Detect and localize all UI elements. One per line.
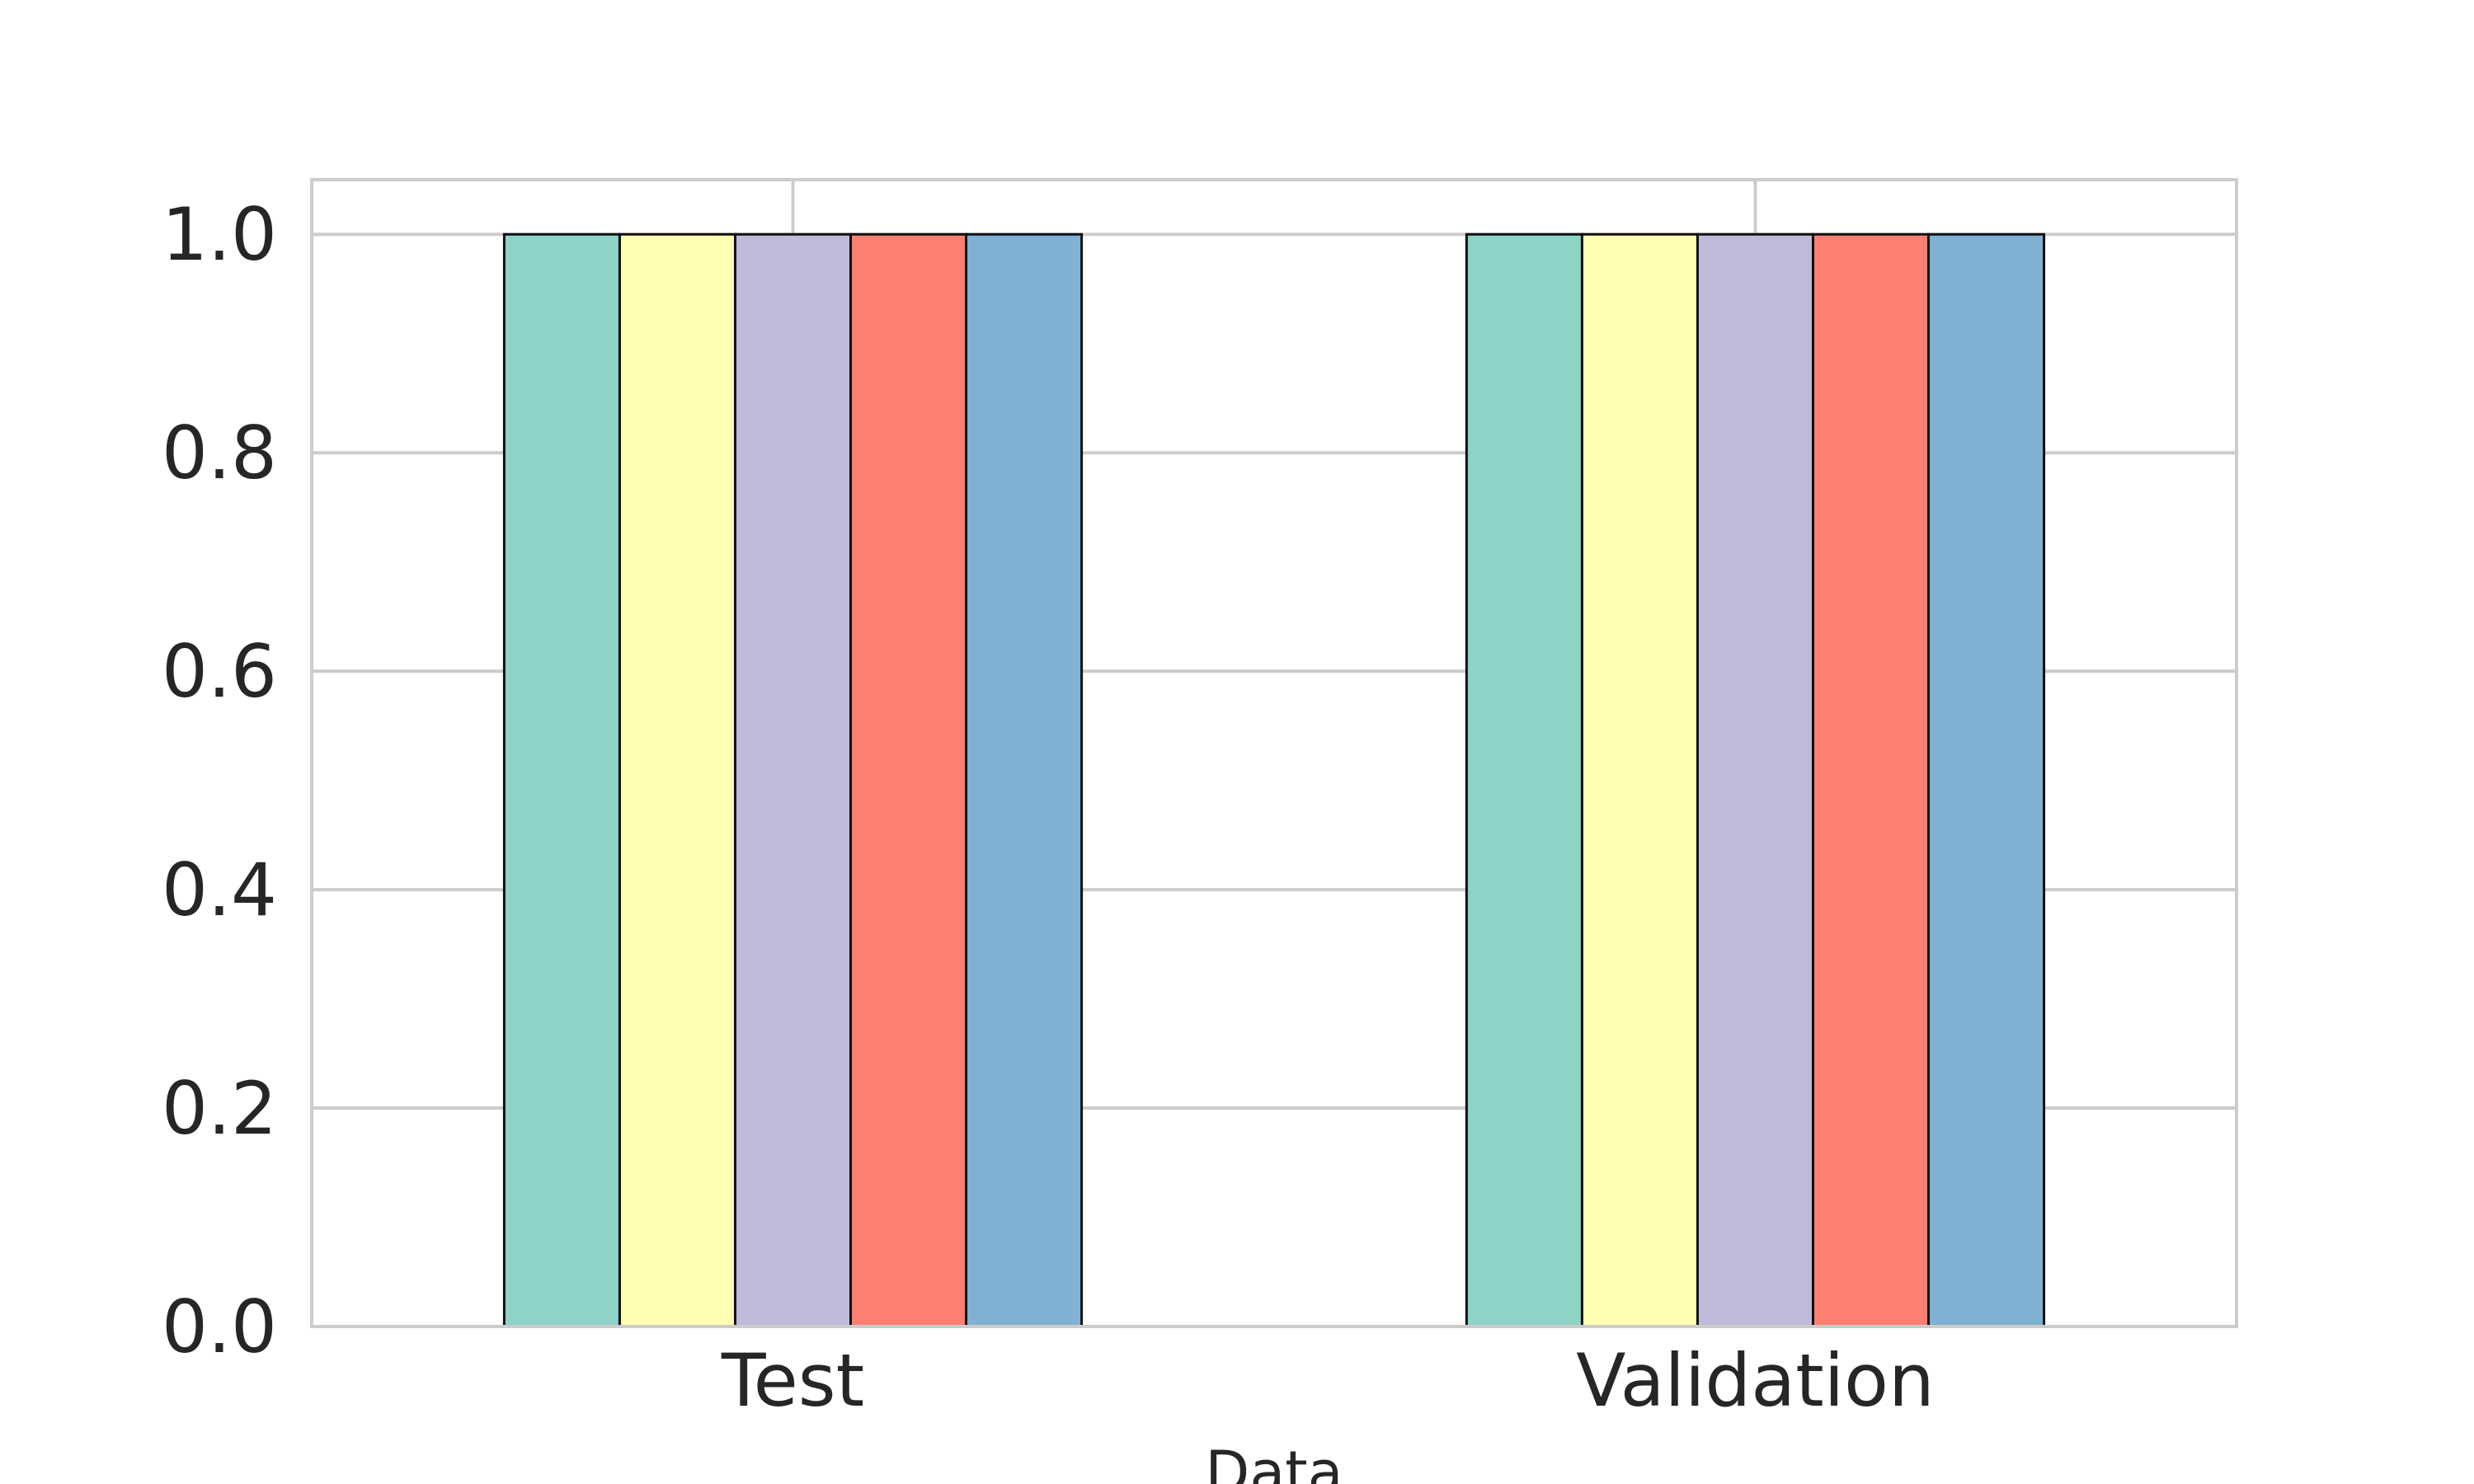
bar-test-series-5 (965, 232, 1084, 1328)
x-tick-label: Test (721, 1338, 864, 1423)
bar-validation-series-4 (1812, 232, 1931, 1328)
bar-validation-series-2 (1580, 232, 1699, 1328)
bar-test-series-1 (502, 232, 621, 1328)
bar-validation-series-3 (1696, 232, 1815, 1328)
y-tick-label: 0.2 (162, 1066, 277, 1151)
x-tick-labels: Test Validation (721, 1338, 1935, 1423)
x-tick-label: Validation (1576, 1338, 1935, 1423)
y-tick-label: 1.0 (162, 192, 277, 277)
y-tick-label: 0.6 (162, 629, 277, 714)
y-tick-labels: 0.0 0.2 0.4 0.6 0.8 1.0 (162, 192, 277, 1369)
bar-validation-series-1 (1465, 232, 1583, 1328)
bar-validation-series-5 (1927, 232, 2046, 1328)
bar-test-series-3 (733, 232, 853, 1328)
plot-frame (310, 178, 2238, 1328)
y-tick-label: 0.0 (162, 1284, 277, 1369)
y-tick-label: 0.4 (162, 848, 277, 932)
y-tick-label: 0.8 (162, 411, 277, 495)
x-axis-label: Data (1205, 1439, 1343, 1484)
bars-layer (502, 232, 2046, 1328)
bar-test-series-2 (618, 232, 736, 1328)
bar-test-series-4 (849, 232, 968, 1328)
